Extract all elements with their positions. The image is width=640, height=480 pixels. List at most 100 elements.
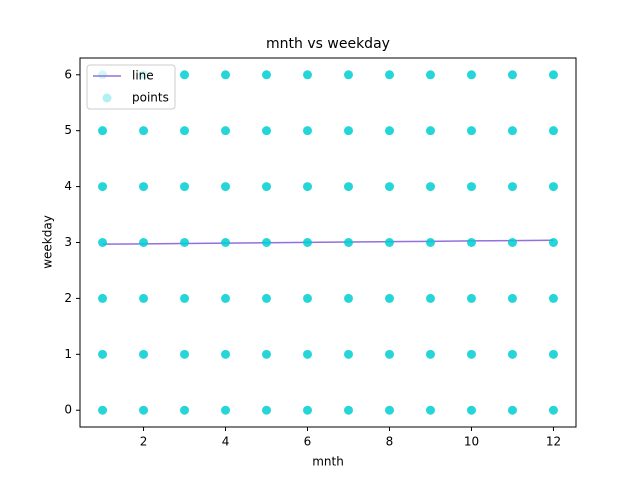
point [466,182,476,192]
point [303,238,313,247]
y-tick-label: 6 [64,67,72,81]
legend-label: points [132,91,169,105]
point [180,349,190,359]
point [180,405,190,415]
point [466,70,476,80]
point [303,126,313,136]
x-tick-label: 8 [386,435,394,449]
point [98,405,108,415]
point [343,405,353,415]
point [425,238,435,247]
point [548,349,558,359]
point [139,349,149,359]
point [384,349,394,359]
point [303,349,313,359]
point [262,293,272,303]
point [548,126,558,136]
point [507,182,517,192]
point [384,182,394,192]
point [548,70,558,80]
point [98,349,108,359]
point [425,126,435,136]
point [262,405,272,415]
x-tick-label: 10 [464,435,479,449]
chart-title: mnth vs weekday [266,36,390,52]
point [262,70,272,80]
point [466,405,476,415]
point [221,182,231,192]
point [425,182,435,192]
point [221,238,231,247]
point [384,293,394,303]
point [507,70,517,80]
point [548,182,558,192]
point [384,405,394,415]
point [303,405,313,415]
y-axis-label: weekday [41,215,55,269]
point [221,293,231,303]
point [343,70,353,80]
point [343,126,353,136]
point [262,238,272,247]
point [384,70,394,80]
point [221,70,231,80]
line [102,239,554,245]
point [221,126,231,136]
point [343,293,353,303]
point [384,126,394,136]
legend-label: line [132,69,154,83]
point [221,405,231,415]
x-tick-label: 4 [222,435,230,449]
point [466,126,476,136]
point [384,238,394,247]
point [425,70,435,80]
point [180,182,190,192]
point [303,293,313,303]
point [343,238,353,247]
point [98,238,108,247]
point [343,182,353,192]
x-tick-label: 12 [546,435,561,449]
plot-frame [79,57,577,428]
point [139,126,149,136]
point [425,349,435,359]
point [507,349,517,359]
point [262,182,272,192]
point [466,349,476,359]
point [343,349,353,359]
point [466,293,476,303]
point [548,238,558,247]
point [262,126,272,136]
point [139,182,149,192]
point [98,293,108,303]
legend: line points [86,64,176,110]
point [303,70,313,80]
y-tick-label: 4 [64,179,72,193]
legend-marker [102,93,112,103]
point [507,238,517,247]
y-tick-label: 0 [64,403,72,417]
point [98,182,108,192]
x-tick-label: 2 [140,435,148,449]
point [221,349,231,359]
y-tick-label: 1 [64,347,72,361]
x-tick-label: 6 [304,435,312,449]
point [425,293,435,303]
y-tick-label: 5 [64,123,72,137]
point [139,405,149,415]
point [98,126,108,136]
point [548,405,558,415]
y-tick-label: 2 [64,291,72,305]
point [548,293,558,303]
point [180,293,190,303]
point [180,238,190,247]
point [303,182,313,192]
y-tick-label: 3 [64,235,72,249]
point [507,405,517,415]
point [466,238,476,247]
point [180,126,190,136]
point [262,349,272,359]
point [425,405,435,415]
point [507,293,517,303]
